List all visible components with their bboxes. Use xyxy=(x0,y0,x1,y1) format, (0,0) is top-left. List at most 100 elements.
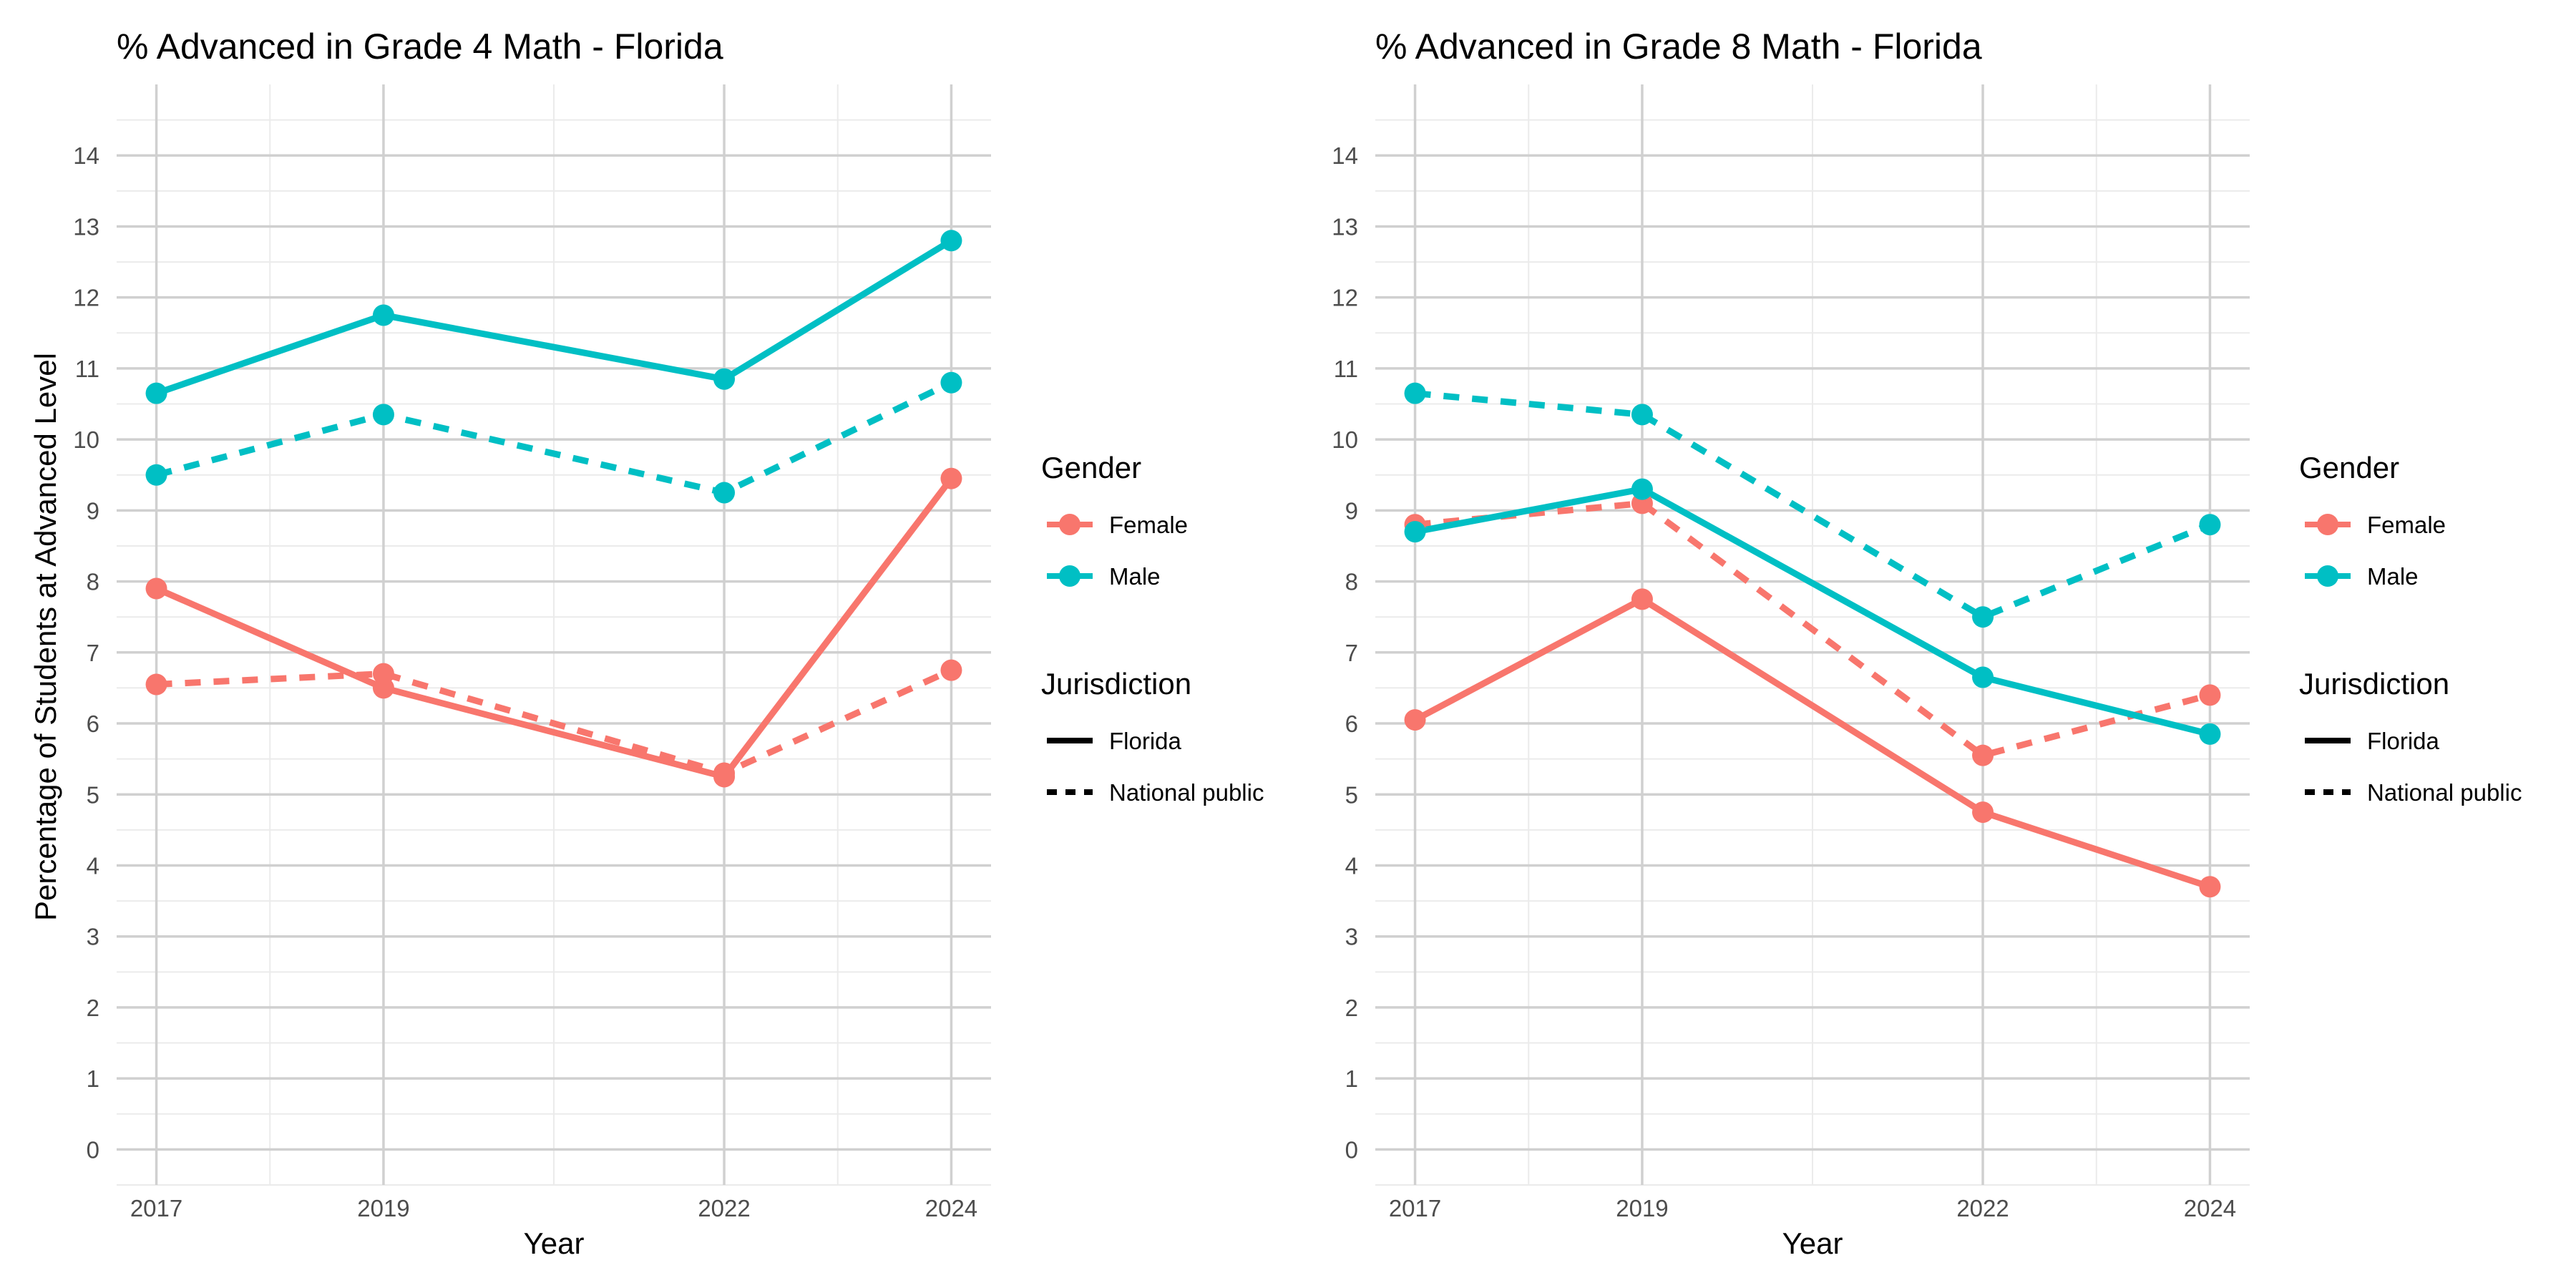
data-point-female xyxy=(1972,744,1994,766)
y-tick-label: 9 xyxy=(1345,497,1358,524)
legend-key-point xyxy=(1059,514,1080,535)
data-point-female xyxy=(1404,709,1426,731)
chart-title: % Advanced in Grade 4 Math - Florida xyxy=(117,26,723,67)
x-tick-label: 2017 xyxy=(1389,1195,1441,1221)
y-tick-label: 8 xyxy=(87,569,99,595)
data-point-male xyxy=(940,371,962,394)
legend-label-male: Male xyxy=(1109,563,1161,590)
y-tick-label: 4 xyxy=(87,852,99,879)
data-point-female xyxy=(713,762,736,784)
y-tick-label: 1 xyxy=(87,1065,99,1092)
legend-key-point xyxy=(2317,565,2338,587)
data-point-male xyxy=(1631,404,1653,426)
y-tick-label: 5 xyxy=(87,781,99,808)
y-tick-label: 2 xyxy=(87,995,99,1021)
x-axis-title: Year xyxy=(1782,1226,1843,1260)
x-tick-label: 2019 xyxy=(1616,1195,1668,1221)
data-point-male xyxy=(1972,666,1994,688)
legend-label-female: Female xyxy=(1109,512,1188,538)
y-tick-label: 14 xyxy=(1332,142,1358,169)
legend-label-florida: Florida xyxy=(2367,728,2440,754)
data-point-male xyxy=(1972,606,1994,628)
y-tick-label: 5 xyxy=(1345,781,1358,808)
y-tick-label: 3 xyxy=(1345,924,1358,950)
legend-label-florida: Florida xyxy=(1109,728,1182,754)
y-axis-title: Percentage of Students at Advanced Level xyxy=(29,353,62,921)
y-tick-label: 12 xyxy=(73,285,99,311)
y-tick-label: 6 xyxy=(1345,711,1358,737)
y-tick-label: 14 xyxy=(73,142,99,169)
chart-title: % Advanced in Grade 8 Math - Florida xyxy=(1375,26,1982,67)
y-tick-label: 7 xyxy=(1345,640,1358,666)
data-point-male xyxy=(145,464,167,486)
data-point-male xyxy=(1404,521,1426,543)
y-tick-label: 4 xyxy=(1345,852,1358,879)
y-tick-label: 12 xyxy=(1332,285,1358,311)
series-line-male-florida xyxy=(155,238,953,396)
legend: Gender Female Male Jurisdiction Florida Natio… xyxy=(1041,451,1264,806)
data-point-female xyxy=(1631,588,1653,610)
x-tick-label: 2024 xyxy=(925,1195,977,1221)
data-point-male xyxy=(2199,723,2221,745)
legend-label-female: Female xyxy=(2367,512,2446,538)
data-point-male xyxy=(713,368,736,390)
series-line-female-florida xyxy=(1413,595,2211,890)
y-tick-label: 0 xyxy=(1345,1136,1358,1163)
legend-label-male: Male xyxy=(2367,563,2419,590)
x-tick-label: 2022 xyxy=(1956,1195,2009,1221)
series-line-male-national-public xyxy=(155,379,953,497)
y-tick-label: 3 xyxy=(87,924,99,950)
data-point-female xyxy=(2199,684,2221,706)
data-point-female xyxy=(940,467,962,489)
y-tick-label: 10 xyxy=(73,426,99,453)
y-tick-label: 9 xyxy=(87,497,99,524)
y-tick-label: 6 xyxy=(87,711,99,737)
x-tick-label: 2022 xyxy=(698,1195,750,1221)
legend-key-point xyxy=(1059,565,1080,587)
data-point-male xyxy=(372,404,394,426)
data-point-female xyxy=(372,663,394,685)
y-tick-label: 8 xyxy=(1345,569,1358,595)
data-point-female xyxy=(145,577,167,600)
legend-title-jurisdiction: Jurisdiction xyxy=(2299,667,2449,701)
legend-label-national-public: National public xyxy=(2367,779,2522,806)
x-tick-label: 2024 xyxy=(2184,1195,2236,1221)
y-tick-label: 13 xyxy=(1332,213,1358,240)
data-point-male xyxy=(713,482,736,504)
series-line-male-florida xyxy=(1414,486,2211,738)
series-line-female-national-public xyxy=(156,667,953,776)
legend-title-jurisdiction: Jurisdiction xyxy=(1041,667,1191,701)
y-tick-label: 0 xyxy=(87,1136,99,1163)
data-point-female xyxy=(940,659,962,681)
x-tick-label: 2019 xyxy=(357,1195,409,1221)
legend: Gender Female Male Jurisdiction Florida Natio… xyxy=(2299,451,2522,806)
data-point-male xyxy=(1404,382,1426,404)
data-point-male xyxy=(940,230,962,252)
data-point-male xyxy=(2199,514,2221,536)
y-tick-label: 11 xyxy=(75,356,99,382)
data-point-male xyxy=(145,382,167,404)
series-line-female-national-public xyxy=(1415,499,2211,759)
y-tick-label: 10 xyxy=(1332,426,1358,453)
data-point-female xyxy=(1972,801,1994,824)
y-tick-label: 1 xyxy=(1345,1065,1358,1092)
legend-title-gender: Gender xyxy=(2299,451,2399,484)
y-tick-label: 7 xyxy=(87,640,99,666)
data-point-female xyxy=(145,673,167,696)
series-line-female-florida xyxy=(155,476,955,780)
x-axis-title: Year xyxy=(524,1226,585,1260)
x-tick-label: 2017 xyxy=(130,1195,182,1221)
data-point-male xyxy=(1631,478,1653,500)
legend-title-gender: Gender xyxy=(1041,451,1141,484)
data-point-female xyxy=(2199,876,2221,898)
y-tick-label: 13 xyxy=(73,213,99,240)
y-tick-label: 2 xyxy=(1345,995,1358,1021)
y-tick-label: 11 xyxy=(1334,356,1358,382)
legend-key-point xyxy=(2317,514,2338,535)
series-line-male-national-public xyxy=(1415,390,2212,620)
